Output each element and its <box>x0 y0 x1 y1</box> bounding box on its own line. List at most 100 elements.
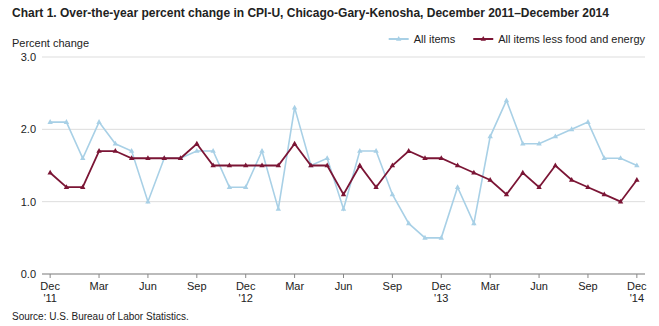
y-tick-label: 3.0 <box>21 51 36 63</box>
x-tick <box>245 274 246 278</box>
x-tick <box>490 274 491 278</box>
point <box>341 206 346 211</box>
x-tick-label-line: '12 <box>239 292 253 304</box>
point <box>455 184 460 189</box>
point <box>47 119 52 124</box>
point <box>585 184 590 189</box>
point <box>455 163 460 168</box>
x-tick <box>196 274 197 278</box>
x-tick-label-line: '14 <box>630 292 644 304</box>
source: Source: U.S. Bureau of Labor Statistics. <box>12 311 189 322</box>
point <box>243 163 248 168</box>
point <box>634 163 639 168</box>
x-tick <box>343 274 344 278</box>
point <box>569 177 574 182</box>
point <box>210 163 215 168</box>
grid <box>42 57 645 274</box>
point <box>487 177 492 182</box>
chart: Chart 1. Over-the-year percent change in… <box>0 0 659 326</box>
x-tick-label: Dec'12 <box>236 280 256 304</box>
x-tick-label: Jun <box>335 280 353 292</box>
legend-label: All items <box>414 33 456 45</box>
point <box>471 170 476 175</box>
x-tick-label-line: Dec <box>236 280 256 292</box>
point <box>390 191 395 196</box>
point <box>96 148 101 153</box>
point <box>406 148 411 153</box>
series <box>47 97 639 239</box>
y-tick-label: 2.0 <box>21 123 36 135</box>
point <box>80 155 85 160</box>
point <box>487 134 492 139</box>
x-tick-label-line: Mar <box>481 280 500 292</box>
point <box>129 155 134 160</box>
point <box>64 119 69 124</box>
point <box>569 126 574 131</box>
point <box>357 163 362 168</box>
series-group <box>47 97 639 239</box>
point <box>276 206 281 211</box>
title: Chart 1. Over-the-year percent change in… <box>12 6 609 20</box>
point <box>520 170 525 175</box>
point <box>194 148 199 153</box>
point <box>194 141 199 146</box>
point <box>390 163 395 168</box>
point <box>520 141 525 146</box>
point <box>504 191 509 196</box>
point <box>602 155 607 160</box>
legend: All items All items less food and energy <box>389 33 646 45</box>
point <box>422 155 427 160</box>
point <box>439 155 444 160</box>
point <box>553 163 558 168</box>
point <box>64 184 69 189</box>
point <box>536 184 541 189</box>
x-tick-label: Dec'14 <box>627 280 647 304</box>
legend-marker <box>396 36 401 41</box>
x-tick-label-line: Sep <box>383 280 403 292</box>
point <box>259 163 264 168</box>
point <box>145 199 150 204</box>
x-tick-label: Jun <box>530 280 548 292</box>
legend-marker <box>481 36 486 41</box>
x-tick <box>147 274 148 278</box>
point <box>618 155 623 160</box>
x-tick-label: Dec'11 <box>40 280 60 304</box>
point <box>373 148 378 153</box>
point <box>325 155 330 160</box>
point <box>439 235 444 240</box>
legend-label: All items less food and energy <box>498 33 645 45</box>
x-tick-label-line: Jun <box>335 280 353 292</box>
point <box>96 119 101 124</box>
point <box>504 97 509 102</box>
grid-line <box>42 201 645 202</box>
x-tick-label-line: Mar <box>90 280 109 292</box>
x-tick <box>587 274 588 278</box>
x-tick-label: Jun <box>139 280 157 292</box>
point <box>308 163 313 168</box>
grid-line <box>42 57 645 58</box>
point <box>406 220 411 225</box>
legend-item: All items less food and energy <box>473 33 645 45</box>
y-axis-label: Percent change <box>12 37 89 49</box>
x-tick <box>294 274 295 278</box>
point <box>373 184 378 189</box>
x-tick-label-line: Mar <box>285 280 304 292</box>
x-tick-label-line: Jun <box>530 280 548 292</box>
x-tick <box>99 274 100 278</box>
x-tick-label: Mar <box>285 280 304 292</box>
x-tick <box>50 274 51 278</box>
series-line <box>50 100 637 237</box>
point <box>422 235 427 240</box>
point <box>47 170 52 175</box>
x-tick-label: Sep <box>187 280 207 292</box>
point <box>325 163 330 168</box>
point <box>113 141 118 146</box>
x-tick-label: Mar <box>90 280 109 292</box>
x-tick-label: Dec'13 <box>432 280 452 304</box>
series <box>47 141 639 204</box>
point <box>259 148 264 153</box>
point <box>634 177 639 182</box>
point <box>553 134 558 139</box>
point <box>341 191 346 196</box>
point <box>276 163 281 168</box>
